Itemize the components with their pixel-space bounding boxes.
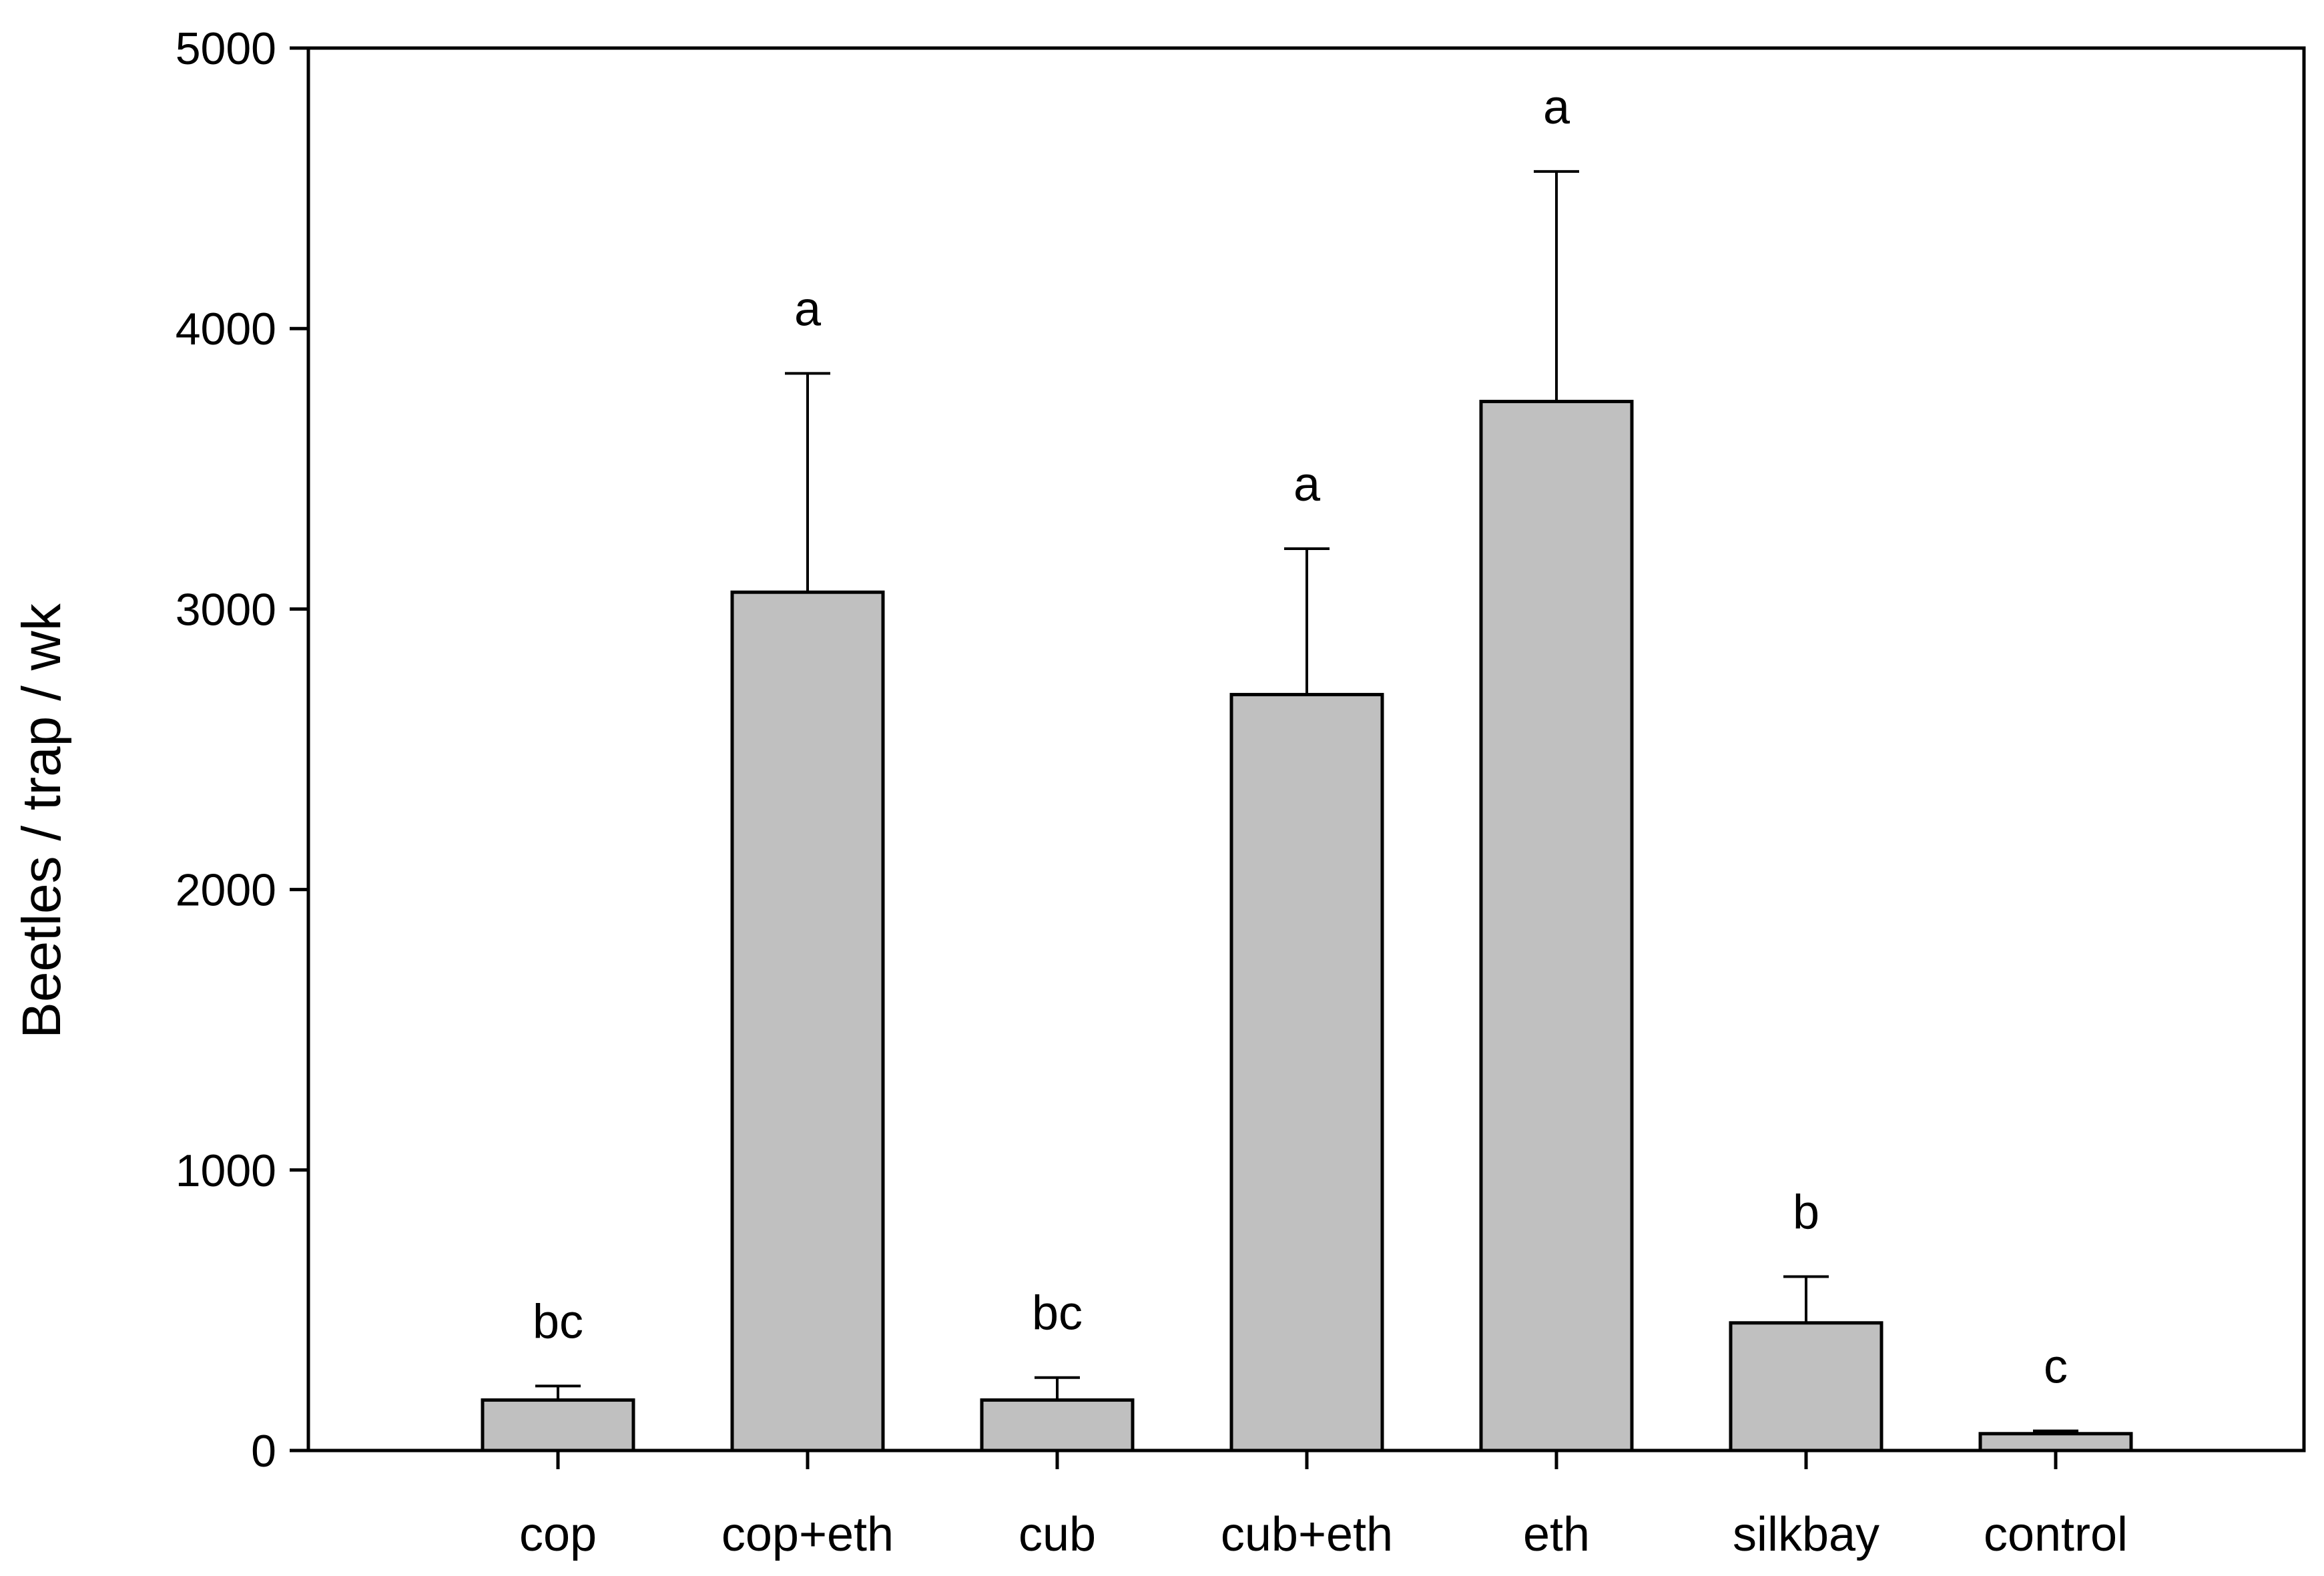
y-tick-label: 3000 — [176, 584, 276, 635]
x-tick-label-cop: cop — [519, 1508, 597, 1561]
y-tick-label: 0 — [251, 1426, 276, 1477]
significance-label-cop+eth: a — [794, 282, 822, 336]
x-tick-label-cub+eth: cub+eth — [1221, 1508, 1393, 1561]
significance-label-silkbay: b — [1793, 1186, 1819, 1239]
bar-eth — [1479, 399, 1634, 1453]
x-tick-label-eth: eth — [1523, 1508, 1590, 1561]
bar-control — [1978, 1432, 2133, 1453]
error-bars-layer — [535, 170, 2078, 1434]
x-tick-label-control: control — [1984, 1508, 2128, 1561]
bar-cub+eth — [1229, 693, 1384, 1453]
x-tick-label-cop+eth: cop+eth — [721, 1508, 894, 1561]
x-axis-ticks: cop cop+eth cub cub+eth eth silkbay control — [519, 1451, 2128, 1561]
significance-label-cop: bc — [533, 1295, 583, 1348]
y-axis-ticks: 0 1000 2000 3000 4000 5000 — [176, 23, 308, 1477]
y-tick-label: 4000 — [176, 304, 276, 354]
x-tick-label-silkbay: silkbay — [1733, 1508, 1879, 1561]
y-tick-label: 1000 — [176, 1145, 276, 1196]
x-tick-label-cub: cub — [1019, 1508, 1096, 1561]
y-axis-title: Beetles / trap / wk — [11, 603, 72, 1039]
y-tick-label: 2000 — [176, 865, 276, 916]
significance-label-cub+eth: a — [1293, 458, 1321, 511]
significance-label-control: c — [2044, 1340, 2068, 1394]
bars-layer — [481, 399, 2133, 1453]
bar-silkbay — [1729, 1321, 1883, 1453]
bar-cop — [481, 1398, 635, 1453]
bar-cub — [980, 1398, 1135, 1453]
significance-label-eth: a — [1543, 81, 1570, 134]
significance-label-cub: bc — [1032, 1287, 1083, 1340]
bar-cop+eth — [730, 590, 885, 1453]
y-tick-label: 5000 — [176, 23, 276, 74]
